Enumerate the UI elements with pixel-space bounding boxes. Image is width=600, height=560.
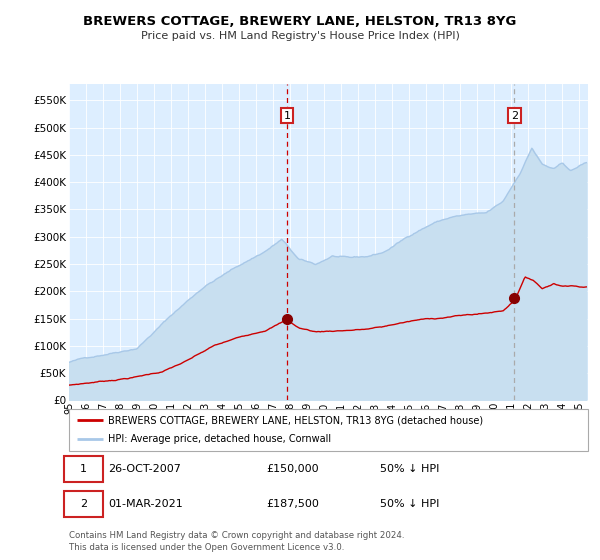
FancyBboxPatch shape	[64, 492, 103, 516]
Text: 2: 2	[511, 111, 518, 120]
Text: BREWERS COTTAGE, BREWERY LANE, HELSTON, TR13 8YG (detached house): BREWERS COTTAGE, BREWERY LANE, HELSTON, …	[108, 415, 483, 425]
Text: 2: 2	[80, 499, 87, 509]
Text: £150,000: £150,000	[266, 464, 319, 474]
Text: 26-OCT-2007: 26-OCT-2007	[108, 464, 181, 474]
Text: BREWERS COTTAGE, BREWERY LANE, HELSTON, TR13 8YG: BREWERS COTTAGE, BREWERY LANE, HELSTON, …	[83, 15, 517, 28]
Text: 1: 1	[80, 464, 87, 474]
Text: HPI: Average price, detached house, Cornwall: HPI: Average price, detached house, Corn…	[108, 435, 331, 445]
Text: 50% ↓ HPI: 50% ↓ HPI	[380, 464, 440, 474]
FancyBboxPatch shape	[64, 456, 103, 482]
Text: Price paid vs. HM Land Registry's House Price Index (HPI): Price paid vs. HM Land Registry's House …	[140, 31, 460, 41]
Text: £187,500: £187,500	[266, 499, 319, 509]
Text: 50% ↓ HPI: 50% ↓ HPI	[380, 499, 440, 509]
Text: Contains HM Land Registry data © Crown copyright and database right 2024.
This d: Contains HM Land Registry data © Crown c…	[69, 531, 404, 552]
Text: 1: 1	[284, 111, 290, 120]
Text: 01-MAR-2021: 01-MAR-2021	[108, 499, 182, 509]
FancyBboxPatch shape	[69, 409, 588, 451]
